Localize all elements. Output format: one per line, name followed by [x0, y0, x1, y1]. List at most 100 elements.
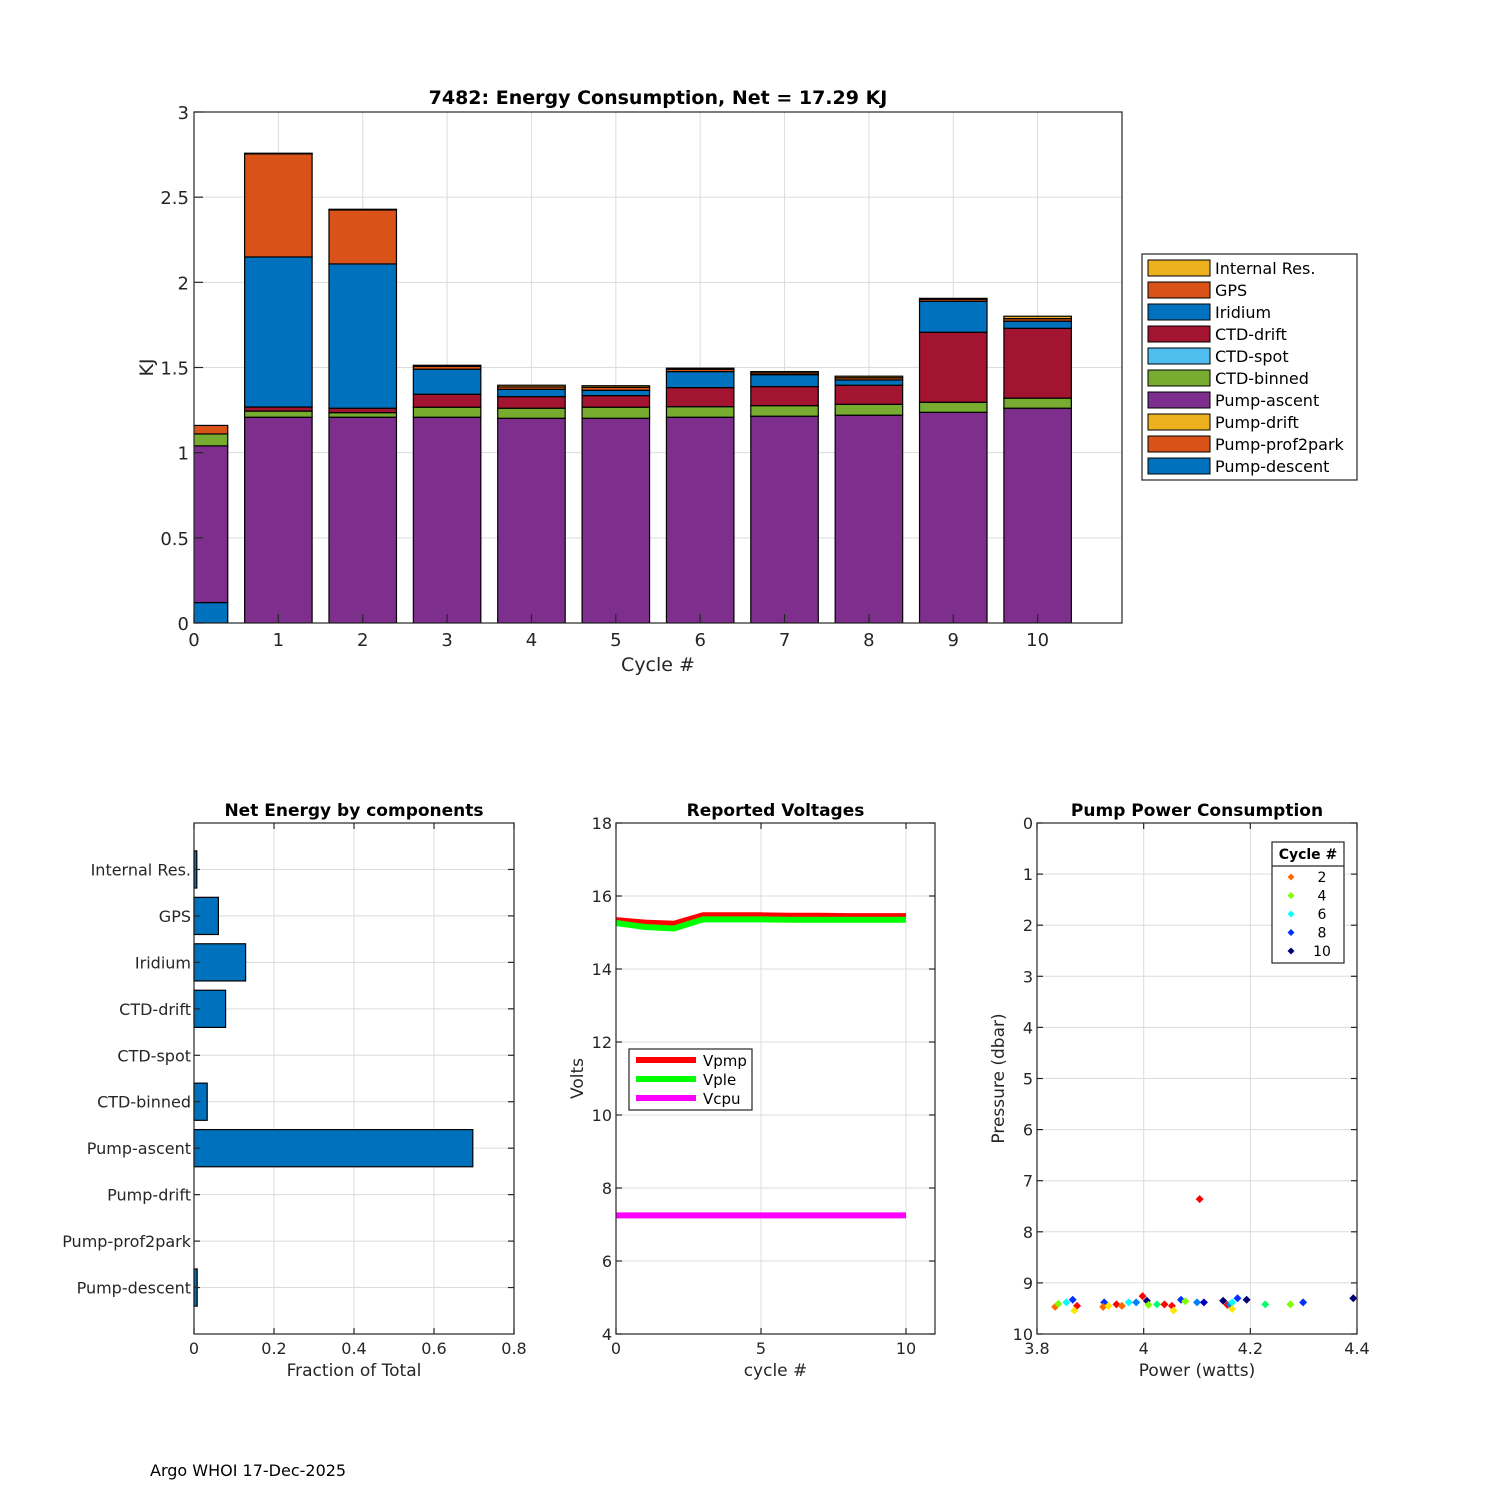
legend-item: 4 — [1287, 889, 1327, 905]
bar-segment-iridium-cycle-7 — [750, 374, 819, 388]
legend-swatch — [1147, 347, 1211, 365]
y-tick-label: 1 — [178, 444, 189, 465]
legend-swatch — [1147, 303, 1211, 321]
x-tick-label: 10 — [896, 1339, 916, 1358]
y-tick-label: 0 — [1023, 814, 1033, 833]
legend-marker — [1287, 910, 1295, 918]
x-axis-label: Power (watts) — [1139, 1361, 1256, 1381]
x-tick-label: 8 — [863, 630, 874, 651]
bar-segment-ctd-binned-cycle-7 — [750, 405, 819, 417]
y-tick-label: 2.5 — [160, 188, 189, 209]
bar-segment-ctd-binned-cycle-6 — [665, 406, 735, 418]
legend-item: Pump-prof2park — [1147, 435, 1345, 454]
y-tick-label: 10 — [592, 1106, 612, 1125]
scatter-point-cycle-4 — [1181, 1297, 1190, 1306]
legend-item: CTD-binned — [1147, 369, 1309, 388]
x-tick-label: 4.2 — [1238, 1339, 1263, 1358]
x-tick-label: 0.4 — [341, 1339, 366, 1358]
footer-text: Argo WHOI 17-Dec-2025 — [150, 1461, 347, 1480]
legend-swatch — [1147, 369, 1211, 387]
chart-title: Reported Voltages — [687, 801, 865, 821]
x-tick-label: 5 — [610, 630, 621, 651]
scatter-point-cycle-7 — [1193, 1298, 1201, 1307]
y-tick-label: 7 — [1023, 1172, 1033, 1191]
scatter-point-cycle-4 — [1144, 1300, 1153, 1309]
bar-segment-gps-cycle-0 — [194, 424, 229, 435]
legend-item: CTD-drift — [1147, 325, 1287, 344]
scatter-point-cycle-2 — [1099, 1302, 1108, 1311]
y-tick-label: 9 — [1023, 1274, 1033, 1293]
scatter-point-cycle-8 — [1233, 1294, 1242, 1303]
y-tick-label: 6 — [602, 1252, 612, 1271]
bar-segment-gps-cycle-1 — [244, 153, 313, 258]
bar-segment-ctd-drift-cycle-3 — [412, 393, 482, 408]
scatter-point-cycle-10 — [1242, 1295, 1251, 1304]
legend-item: Vpmp — [636, 1052, 747, 1070]
x-tick-label: 7 — [779, 630, 790, 651]
bar-segment-ctd-binned-cycle-2 — [328, 412, 398, 418]
reported-voltages-chart: 0 5 10 4 6 8 10 12 14 16 18 Reported Voltages cycle … — [568, 801, 936, 1381]
y-tick-label: GPS — [159, 907, 191, 926]
bar-segment-pump-ascent-cycle-6 — [665, 416, 735, 623]
y-tick-label: 1 — [1023, 865, 1033, 884]
x-tick-label: 6 — [694, 630, 705, 651]
y-tick-label: 8 — [602, 1179, 612, 1198]
x-tick-label: 10 — [1026, 630, 1049, 651]
y-tick-label: CTD-drift — [119, 1000, 191, 1019]
legend-swatch — [1147, 457, 1211, 475]
legend-box — [1271, 841, 1345, 964]
legend-label: Vple — [703, 1071, 736, 1089]
legend-label: Pump-descent — [1215, 457, 1329, 476]
bar-segment-ctd-binned-cycle-8 — [834, 403, 904, 416]
legend-swatch — [1147, 435, 1211, 453]
x-tick-label: 4 — [526, 630, 537, 651]
bar-segment-ctd-binned-cycle-1 — [244, 410, 313, 418]
bar-segment-internal-res-cycle-2 — [328, 208, 398, 211]
x-tick-label: 0.8 — [501, 1339, 526, 1358]
x-tick-label: 3 — [441, 630, 452, 651]
x-tick-label: 0 — [188, 630, 199, 651]
bar-segment-gps-cycle-2 — [328, 209, 398, 265]
bar-iridium — [193, 943, 247, 982]
x-tick-label: 4 — [1139, 1339, 1149, 1358]
bar-segment-internal-res-cycle-9 — [918, 297, 988, 300]
legend-item: Internal Res. — [1147, 259, 1315, 278]
bar-segment-pump-ascent-cycle-5 — [581, 417, 651, 623]
legend: Internal Res. GPS Iridium CTD-drift CTD-spot… — [1141, 253, 1358, 481]
bar-segment-ctd-drift-cycle-5 — [581, 395, 651, 408]
scatter-point-cycle-6 — [1228, 1298, 1237, 1307]
legend-label: 10 — [1313, 944, 1331, 960]
bar-segment-pump-ascent-cycle-7 — [750, 415, 819, 623]
x-tick-label: 2 — [357, 630, 368, 651]
y-tick-label: 4 — [602, 1325, 612, 1344]
bar-segment-iridium-cycle-6 — [665, 370, 735, 389]
y-tick-label: Pump-prof2park — [62, 1232, 192, 1251]
bar-segment-ctd-binned-cycle-4 — [497, 407, 566, 419]
y-tick-label: Pump-ascent — [87, 1139, 191, 1158]
legend-label: Iridium — [1215, 303, 1271, 322]
y-tick-label: 5 — [1023, 1070, 1033, 1089]
bar-segment-internal-res-cycle-3 — [412, 364, 482, 367]
y-tick-label: 12 — [592, 1033, 612, 1052]
scatter-point-cycle-1 — [1195, 1195, 1204, 1204]
scatter-point-cycle-4 — [1054, 1299, 1063, 1308]
line-vple — [615, 916, 906, 932]
legend-swatch — [1147, 413, 1211, 431]
bar-segment-internal-res-cycle-8 — [834, 375, 904, 379]
scatter-point-cycle-3 — [1104, 1301, 1113, 1310]
y-tick-label: 14 — [592, 960, 612, 979]
scatter-point-cycle-2 — [1117, 1301, 1126, 1310]
y-tick-label: 1.5 — [160, 359, 189, 380]
scatter-point-cycle-1 — [1138, 1292, 1147, 1301]
bar-segment-ctd-drift-cycle-1 — [244, 406, 313, 412]
legend-label: CTD-binned — [1215, 369, 1309, 388]
x-tick-label: 0.6 — [421, 1339, 446, 1358]
legend-label: 6 — [1318, 907, 1327, 923]
legend-label: Pump-prof2park — [1215, 435, 1345, 454]
y-axis-label: Volts — [568, 1058, 588, 1099]
x-tick-label: 5 — [756, 1339, 766, 1358]
line-vpmp — [615, 912, 906, 927]
y-tick-label: 10 — [1013, 1325, 1033, 1344]
y-tick-label: Iridium — [135, 953, 191, 972]
